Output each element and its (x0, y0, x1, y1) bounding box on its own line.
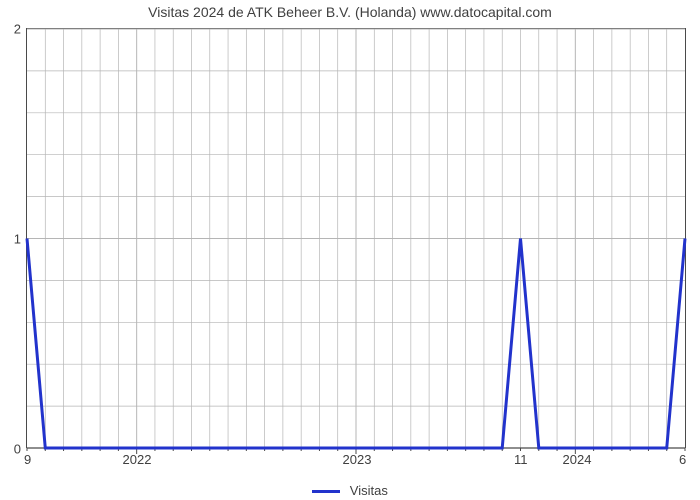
legend: Visitas (0, 483, 700, 498)
legend-swatch (312, 490, 340, 493)
x-tick-label: 2022 (123, 452, 152, 467)
x-tick-label: 2024 (563, 452, 592, 467)
corner-label-bottom-right: 6 (679, 452, 686, 467)
legend-label: Visitas (350, 483, 388, 498)
y-tick-label: 0 (14, 442, 21, 457)
x-tick-label: 2023 (343, 452, 372, 467)
y-tick-label: 2 (14, 22, 21, 37)
chart-container: Visitas 2024 de ATK Beheer B.V. (Holanda… (0, 0, 700, 500)
corner-label-bottom-left: 9 (24, 452, 31, 467)
y-tick-label: 1 (14, 232, 21, 247)
annotation-near-peak: 11 (514, 452, 528, 467)
plot-svg (27, 29, 685, 448)
plot-area: 0122022202320249611 (26, 28, 686, 448)
chart-title: Visitas 2024 de ATK Beheer B.V. (Holanda… (0, 4, 700, 20)
